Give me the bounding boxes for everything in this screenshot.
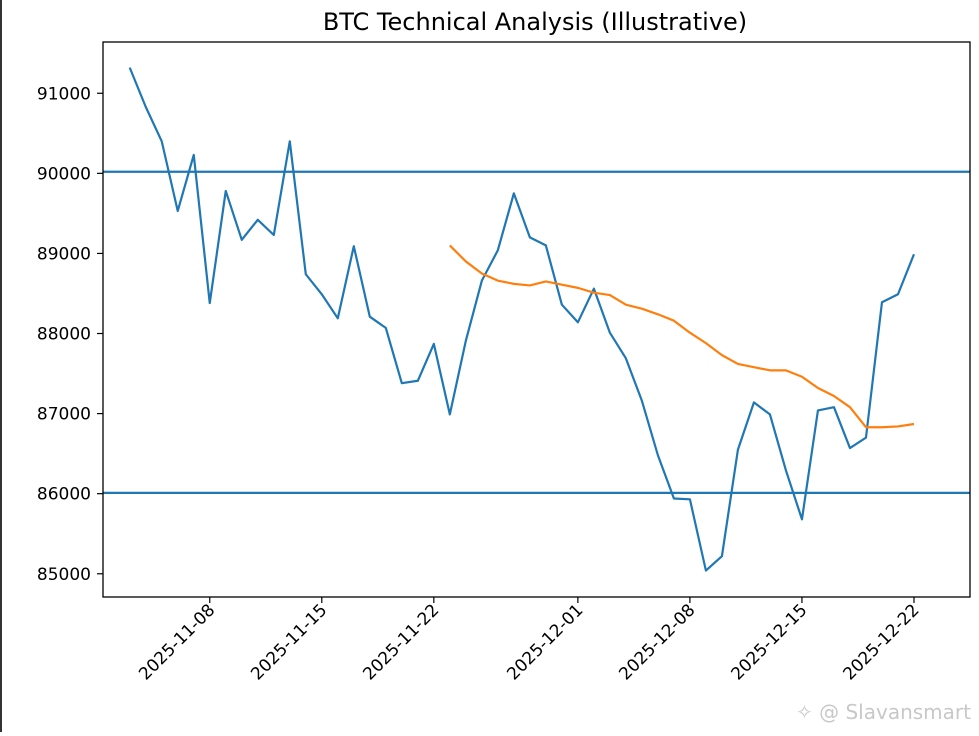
axes-frame xyxy=(102,41,971,598)
x-tick-label-2025-12-01: 2025-12-01 xyxy=(503,600,587,684)
x-tick-label-2025-12-08: 2025-12-08 xyxy=(615,600,699,684)
x-tick-label-2025-12-22: 2025-12-22 xyxy=(840,600,924,684)
y-tick-label-90000: 90000 xyxy=(37,164,91,184)
x-tick-label-2025-11-15: 2025-11-15 xyxy=(247,600,331,684)
plot-layer xyxy=(103,67,970,572)
plot-area xyxy=(103,67,970,572)
y-tick-label-91000: 91000 xyxy=(37,84,91,104)
y-tick-label-89000: 89000 xyxy=(37,244,91,264)
x-tick-label-2025-12-15: 2025-12-15 xyxy=(727,600,811,684)
series-line-1 xyxy=(128,67,916,572)
window-edge xyxy=(0,0,2,732)
chart-title: BTC Technical Analysis (Illustrative) xyxy=(323,8,747,36)
watermark-text: ✧ @ Slavansmart xyxy=(796,700,971,724)
x-axis: 2025-11-08 2025-11-15 2025-11-22 2025-12-01… xyxy=(135,597,924,684)
x-tick-label-2025-11-08: 2025-11-08 xyxy=(135,600,219,684)
y-tick-label-87000: 87000 xyxy=(37,405,91,425)
x-tick-label-2025-11-22: 2025-11-22 xyxy=(359,600,443,684)
series-line-2 xyxy=(449,244,915,429)
y-tick-label-88000: 88000 xyxy=(37,325,91,345)
y-axis: 85000 86000 87000 88000 89000 90000 91000 xyxy=(37,84,103,585)
y-tick-label-85000: 85000 xyxy=(37,565,91,585)
y-tick-label-86000: 86000 xyxy=(37,485,91,505)
